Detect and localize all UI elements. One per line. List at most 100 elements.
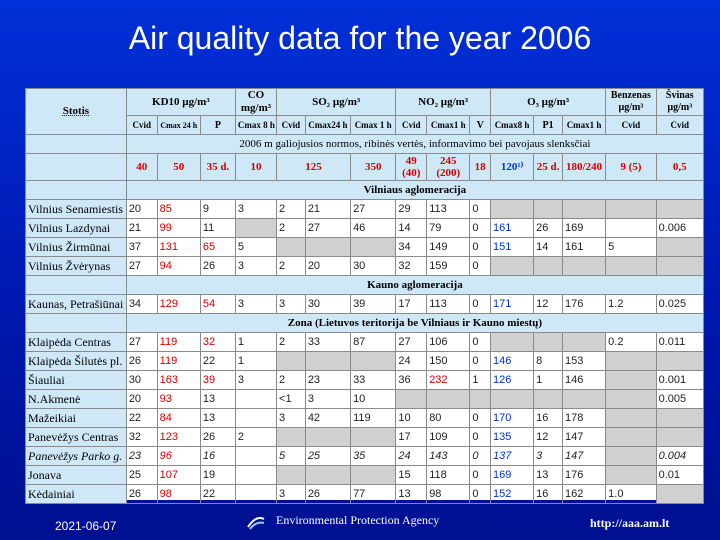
- table-cell: 169: [489, 465, 535, 485]
- table-row: Vilnius Žvėrynas 27 94 26 3 2 20 30 32 159 0: [25, 256, 705, 276]
- table-cell: 171: [489, 294, 535, 314]
- table-cell: 0.2: [605, 332, 657, 352]
- norm-value: 40: [125, 153, 158, 181]
- table-cell: 2: [234, 427, 278, 447]
- section-blank: [25, 313, 127, 333]
- table-cell: 39: [350, 294, 397, 314]
- station-name: Vilnius Senamiestis: [25, 199, 127, 219]
- table-cell: [469, 389, 491, 409]
- station-name: Kėdainiai: [25, 484, 127, 504]
- table-cell: 0: [469, 237, 491, 257]
- norm-value: 35 d.: [199, 153, 236, 181]
- table-cell: 0.011: [655, 332, 705, 352]
- table-cell: 3: [234, 199, 278, 219]
- table-cell: [350, 427, 397, 447]
- table-cell: [533, 332, 563, 352]
- table-cell: 12: [533, 427, 563, 447]
- table-cell: 2: [276, 199, 306, 219]
- table-cell: 149: [426, 237, 471, 257]
- table-cell: 119: [350, 408, 397, 428]
- table-cell: 232: [426, 370, 471, 390]
- table-cell: 1: [469, 370, 491, 390]
- table-cell: [426, 389, 471, 409]
- table-cell: 14: [395, 218, 428, 238]
- table-cell: 0.005: [655, 389, 705, 409]
- metric-header: P1: [533, 115, 563, 135]
- table-cell: 26: [125, 484, 158, 504]
- table-cell: [561, 199, 607, 219]
- table-cell: 26: [199, 427, 236, 447]
- table-cell: 1.0: [605, 484, 657, 504]
- table-cell: [605, 427, 657, 447]
- table-cell: 79: [426, 218, 471, 238]
- table-cell: [561, 389, 607, 409]
- table-cell: 46: [350, 218, 397, 238]
- table-cell: 96: [156, 446, 201, 466]
- table-cell: 14: [533, 237, 563, 257]
- table-cell: 27: [304, 218, 352, 238]
- air-quality-table: Stotis KD10 µg/m³ CO mg/m³ SO₂ µg/m³ NO₂…: [25, 88, 705, 504]
- header-row-metrics: Cvid Cmax 24 h P Cmax 8 h Cvid Cmax24 h …: [26, 115, 705, 135]
- so2-header: SO₂ µg/m³: [276, 88, 397, 116]
- metric-header: Cmax 8 h: [234, 115, 278, 135]
- table-cell: 26: [533, 218, 563, 238]
- norm-value: 0,5: [655, 153, 705, 181]
- table-cell: 2: [276, 370, 306, 390]
- table-cell: 146: [489, 351, 535, 371]
- table-cell: [561, 256, 607, 276]
- table-cell: 98: [426, 484, 471, 504]
- table-row: Vilnius Senamiestis 20 85 9 3 2 21 27 29 113 0: [25, 199, 705, 219]
- table-cell: 0: [469, 427, 491, 447]
- table-cell: 20: [125, 389, 158, 409]
- table-cell: 150: [426, 351, 471, 371]
- metric-header: Cmax 1 h: [350, 115, 397, 135]
- table-row: Panevėžys Parko g. 23 96 16 5 25 35 24 143 0 137 3 1…: [25, 446, 705, 466]
- table-cell: [605, 446, 657, 466]
- table-cell: [655, 351, 705, 371]
- station-name: Jonava: [25, 465, 127, 485]
- table-cell: 20: [125, 199, 158, 219]
- table-cell: 16: [533, 408, 563, 428]
- table-cell: [561, 332, 607, 352]
- slide-title: Air quality data for the year 2006: [128, 20, 592, 56]
- table-cell: 29: [395, 199, 428, 219]
- station-name: Vilnius Žirmūnai: [25, 237, 127, 257]
- table-cell: [489, 332, 535, 352]
- table-cell: 16: [533, 484, 563, 504]
- station-name: Panevėžys Centras: [25, 427, 127, 447]
- table-cell: 169: [561, 218, 607, 238]
- table-cell: 25: [125, 465, 158, 485]
- norm-value: 350: [350, 153, 397, 181]
- table-cell: 16: [199, 446, 236, 466]
- table-cell: [234, 484, 278, 504]
- section-blank: [25, 275, 127, 295]
- table-cell: [655, 199, 705, 219]
- table-cell: 32: [125, 427, 158, 447]
- table-cell: <1: [276, 389, 306, 409]
- table-cell: 22: [125, 408, 158, 428]
- o3-header: O₃ µg/m³: [489, 88, 607, 116]
- table-cell: [605, 351, 657, 371]
- table-cell: 11: [199, 218, 236, 238]
- section-blank: [25, 180, 127, 200]
- table-cell: 2: [276, 218, 306, 238]
- footer-url[interactable]: http://aaa.am.lt: [590, 516, 670, 530]
- table-cell: 5: [605, 237, 657, 257]
- table-cell: 17: [395, 427, 428, 447]
- norm-value: 125: [276, 153, 352, 181]
- table-cell: [234, 218, 278, 238]
- table-cell: [234, 389, 278, 409]
- table-cell: 35: [350, 446, 397, 466]
- table-cell: 84: [156, 408, 201, 428]
- station-name: Mažeikiai: [25, 408, 127, 428]
- table-cell: 152: [489, 484, 535, 504]
- table-cell: 87: [350, 332, 397, 352]
- table-cell: 0: [469, 446, 491, 466]
- table-cell: 159: [426, 256, 471, 276]
- station-header: Stotis: [25, 88, 127, 135]
- table-cell: 0.001: [655, 370, 705, 390]
- table-cell: 33: [350, 370, 397, 390]
- metric-header: Cvid: [605, 115, 657, 135]
- section-row: Zona (Lietuvos teritorija be Vilniaus ir…: [25, 313, 705, 333]
- norm-value: 9 (5): [605, 153, 657, 181]
